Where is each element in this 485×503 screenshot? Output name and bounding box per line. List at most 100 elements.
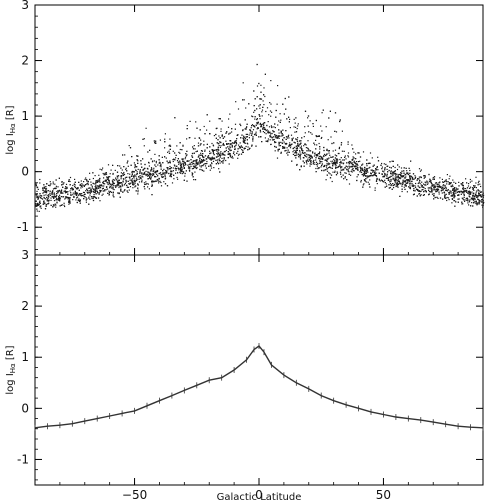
scatter-point: [332, 150, 334, 152]
scatter-point: [384, 179, 386, 181]
scatter-point: [378, 178, 380, 180]
scatter-point: [131, 156, 133, 158]
scatter-point: [481, 199, 483, 201]
scatter-point: [267, 138, 269, 140]
scatter-point: [480, 200, 482, 202]
scatter-point: [63, 190, 65, 192]
scatter-point: [111, 187, 113, 189]
scatter-point: [281, 142, 284, 144]
scatter-point: [105, 180, 107, 182]
scatter-point: [137, 168, 139, 170]
scatter-point: [472, 197, 474, 199]
scatter-point: [343, 169, 345, 171]
scatter-point: [219, 159, 221, 162]
scatter-point: [151, 180, 153, 182]
scatter-point: [361, 173, 363, 176]
scatter-point: [284, 150, 286, 152]
scatter-point: [309, 156, 311, 158]
scatter-point: [439, 177, 441, 179]
scatter-point: [161, 156, 163, 158]
scatter-point: [63, 204, 65, 206]
scatter-point: [376, 166, 378, 169]
scatter-point: [403, 172, 405, 174]
scatter-point: [356, 161, 358, 163]
scatter-point: [123, 178, 125, 180]
scatter-point: [297, 143, 299, 145]
scatter-point: [210, 159, 212, 161]
scatter-point: [154, 170, 156, 173]
scatter-point: [51, 192, 54, 194]
scatter-point: [398, 180, 400, 182]
scatter-point: [368, 183, 370, 185]
scatter-point: [107, 178, 109, 180]
scatter-point: [147, 175, 149, 177]
scatter-point: [359, 166, 361, 168]
scatter-point: [464, 190, 466, 192]
scatter-point: [276, 103, 278, 105]
scatter-point: [451, 198, 453, 200]
scatter-point: [144, 188, 146, 190]
scatter-point: [189, 170, 191, 172]
scatter-point: [267, 121, 269, 123]
scatter-point: [418, 168, 421, 170]
scatter-point: [264, 73, 266, 75]
scatter-point: [102, 187, 104, 189]
scatter-point: [395, 179, 397, 181]
scatter-point: [218, 149, 220, 151]
scatter-point: [283, 113, 285, 115]
scatter-point: [292, 153, 294, 155]
scatter-point: [211, 156, 213, 158]
scatter-point: [390, 178, 392, 181]
scatter-point: [77, 199, 79, 201]
scatter-point: [219, 154, 221, 156]
scatter-point: [124, 177, 126, 179]
scatter-point: [64, 205, 66, 208]
scatter-point: [420, 184, 422, 186]
scatter-point: [327, 158, 329, 160]
scatter-point: [262, 128, 264, 130]
scatter-point: [341, 166, 343, 168]
scatter-point: [112, 181, 114, 183]
scatter-point: [209, 120, 211, 122]
scatter-point: [259, 107, 261, 109]
scatter-point: [154, 176, 156, 178]
scatter-point: [307, 160, 309, 162]
scatter-point: [53, 195, 55, 197]
scatter-point: [323, 153, 326, 155]
scatter-point: [440, 186, 442, 188]
scatter-point: [41, 198, 44, 200]
scatter-point: [445, 179, 447, 181]
scatter-point: [465, 197, 467, 200]
scatter-point: [102, 167, 104, 169]
scatter-point: [248, 134, 250, 136]
scatter-point: [359, 156, 362, 158]
scatter-point: [62, 196, 64, 198]
scatter-point: [396, 168, 399, 171]
scatter-point: [341, 162, 343, 164]
scatter-point: [112, 172, 114, 175]
scatter-point: [212, 150, 214, 152]
scatter-point: [91, 197, 93, 200]
scatter-point: [274, 142, 276, 144]
scatter-point: [136, 172, 138, 175]
scatter-point: [171, 170, 173, 173]
scatter-point: [75, 188, 78, 190]
scatter-point: [182, 144, 184, 146]
scatter-point: [363, 174, 365, 176]
scatter-point: [470, 205, 472, 207]
scatter-point: [52, 204, 55, 206]
scatter-point: [131, 179, 133, 181]
scatter-point: [268, 126, 271, 128]
scatter-point: [211, 158, 214, 160]
scatter-point: [296, 128, 298, 130]
scatter-point: [244, 142, 246, 144]
scatter-point: [309, 154, 311, 156]
scatter-point: [407, 182, 409, 184]
scatter-point: [338, 146, 341, 148]
scatter-point: [104, 174, 106, 176]
scatter-point: [356, 176, 358, 178]
scatter-point: [91, 189, 93, 191]
scatter-point: [197, 162, 199, 164]
scatter-point: [50, 197, 52, 199]
scatter-point: [472, 196, 474, 198]
